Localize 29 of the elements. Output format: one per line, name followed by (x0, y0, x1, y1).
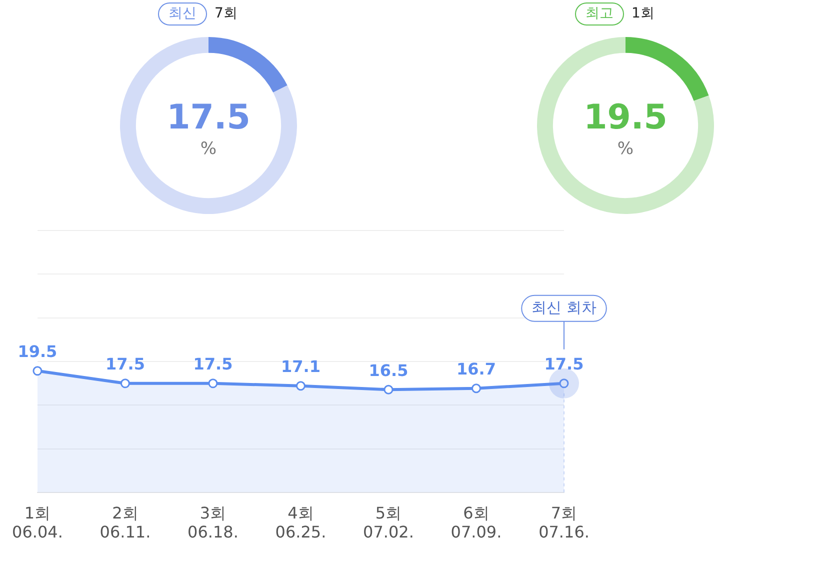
x-tick-label: 7회 07.16. (538, 503, 590, 542)
x-tick-label: 1회 06.04. (12, 503, 63, 542)
chart-title: 최고 (586, 6, 614, 22)
x-tick-label: 4회 06.25. (275, 503, 326, 542)
x-tick-label: 2회 06.11. (100, 503, 151, 542)
chart-subtitle: 1회 (632, 6, 654, 22)
data-label: 19.5 (18, 342, 58, 362)
x-tick-label: 5회 07.02. (363, 503, 414, 542)
chart-subtitle: 7회 (214, 6, 238, 22)
point (471, 384, 481, 394)
point (32, 366, 42, 376)
text: % (617, 138, 634, 159)
data-label: 19.5 (584, 97, 668, 138)
point (296, 381, 306, 391)
point (120, 378, 130, 388)
data-label: 17.1 (280, 357, 320, 376)
point (208, 378, 218, 388)
chart-title: 최신 (168, 6, 196, 22)
point (384, 384, 394, 394)
data-label: 17.5 (544, 354, 584, 374)
text: % (200, 138, 217, 159)
data-label: 17.5 (193, 354, 233, 374)
data-label: 16.7 (456, 360, 496, 379)
x-tick-label: 6회 07.09. (450, 503, 502, 542)
x-tick-label: 3회 06.18. (188, 503, 238, 542)
data-label: 16.5 (368, 360, 408, 380)
annotation: 최신 회차 (532, 298, 596, 316)
data-label: 17.5 (105, 354, 145, 374)
data-label: 17.5 (166, 97, 250, 138)
